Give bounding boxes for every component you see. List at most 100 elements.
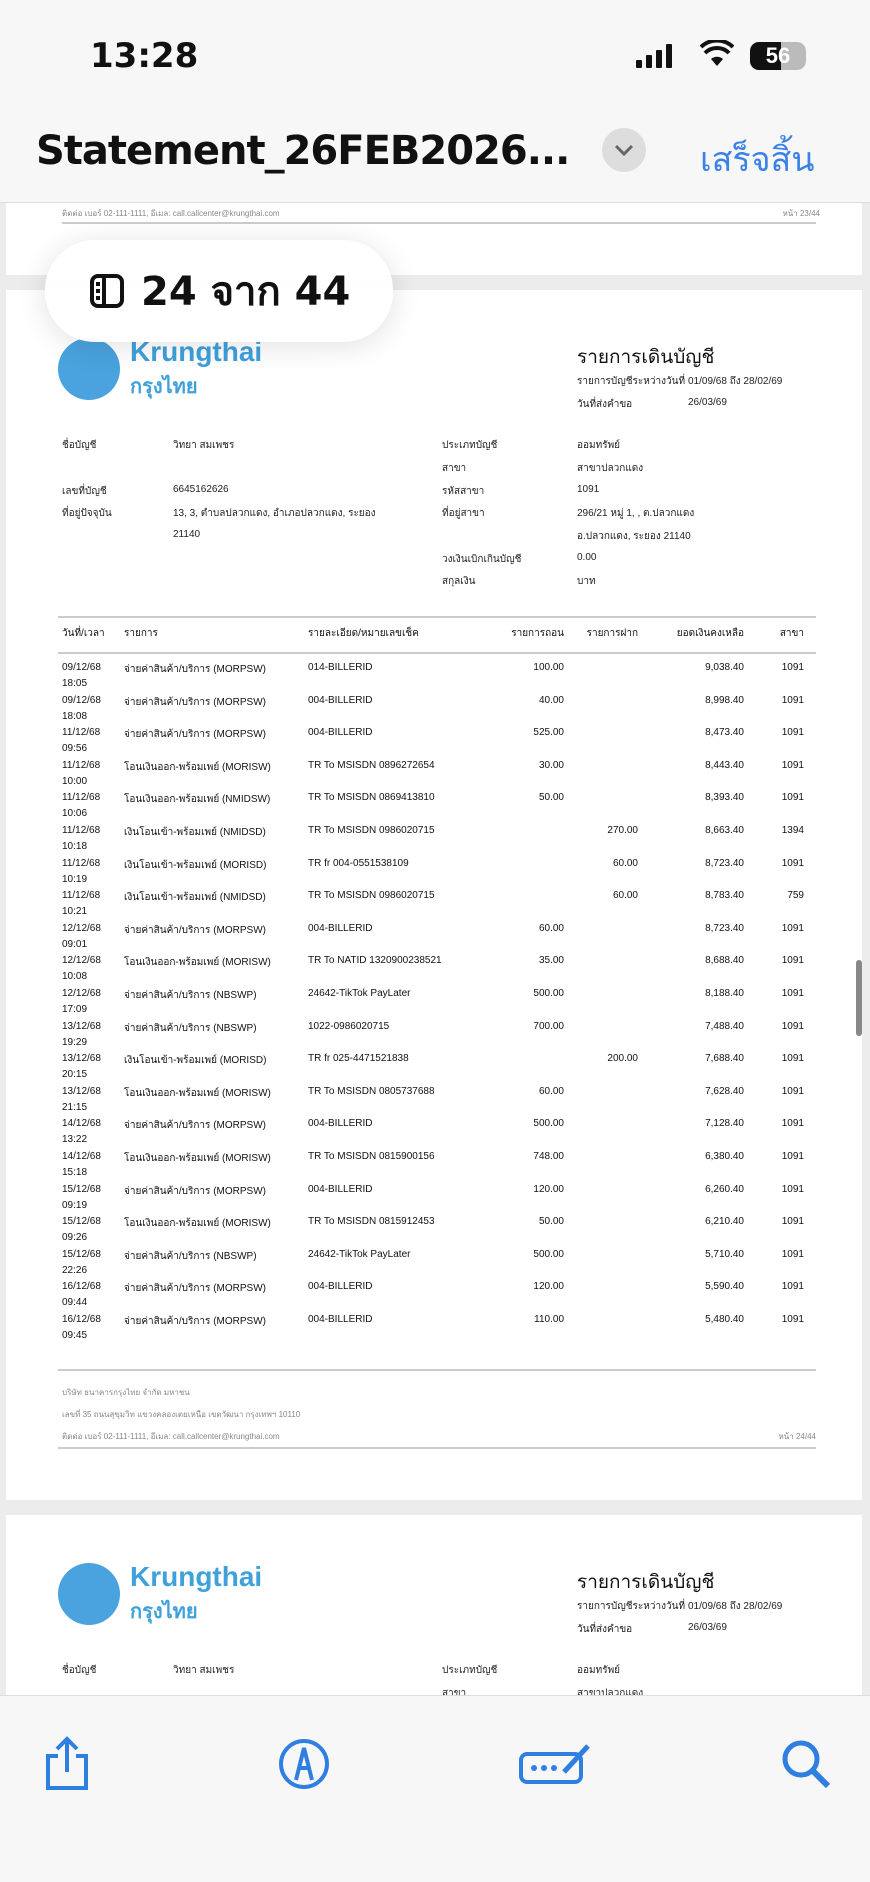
footer-contact: ติดต่อ เบอร์ 02-111-1111, อีเมล: call.ca… — [62, 209, 280, 218]
branch-label: สาขา — [442, 463, 467, 474]
cell-branch: 1091 — [781, 922, 804, 934]
cell-description: เงินโอนเข้า-พร้อมเพย์ (NMIDSD) — [124, 827, 266, 838]
table-row: 12/12/68 17:09 จ่ายค่าสินค้า/บริการ (NBSWP… — [6, 988, 862, 1020]
account-type-label: ประเภทบัญชี — [442, 440, 498, 451]
cell-branch: 1091 — [781, 662, 804, 673]
autofill-icon[interactable] — [518, 1740, 594, 1786]
statement-title: รายการเดินบัญชี — [577, 347, 715, 368]
currency: บาท — [577, 576, 596, 587]
overdraft: 0.00 — [577, 552, 597, 563]
cell-branch: 1091 — [781, 792, 804, 804]
page-indicator[interactable]: 24 จาก 44 — [45, 240, 393, 342]
document-title[interactable]: Statement_26FEB2026... — [36, 128, 570, 174]
page-number: หน้า 24/44 — [778, 1432, 816, 1441]
bank-name-th: กรุงไทย — [130, 1601, 198, 1623]
cell-description: จ่ายค่าสินค้า/บริการ (MORPSW) — [124, 729, 266, 741]
cell-balance: 7,128.40 — [705, 1118, 744, 1130]
cell-withdrawal: 40.00 — [538, 694, 564, 706]
cell-detail: 24642-TikTok PayLater — [308, 988, 411, 999]
cell-detail: TR To MSISDN 0986020715 — [308, 890, 435, 902]
request-date: 26/03/69 — [688, 397, 727, 408]
address-label: ที่อยู่ปัจจุบัน — [62, 508, 112, 519]
cell-description: จ่ายค่าสินค้า/บริการ (MORPSW) — [124, 1120, 266, 1132]
col-description: รายการ — [124, 628, 158, 639]
cell-time: 21:15 — [62, 1101, 88, 1113]
pdf-page-24: Krungthai กรุงไทย รายการเดินบัญชี รายการ… — [6, 290, 862, 1500]
table-row: 09/12/68 18:08 จ่ายค่าสินค้า/บริการ (MORPS… — [6, 695, 862, 727]
table-row: 14/12/68 13:22 จ่ายค่าสินค้า/บริการ (MORPS… — [6, 1118, 862, 1150]
table-row: 12/12/68 10:08 โอนเงินออก-พร้อมเพย์ (MORIS… — [6, 955, 862, 987]
bank-name-th: กรุงไทย — [130, 376, 198, 398]
account-type: ออมทรัพย์ — [577, 1665, 621, 1676]
cell-date: 11/12/68 — [62, 890, 101, 902]
cell-detail: 24642-TikTok PayLater — [308, 1248, 411, 1260]
overdraft-label: วงเงินเบิกเกินบัญชี — [442, 554, 522, 565]
request-date: 26/03/69 — [688, 1622, 727, 1633]
account-name-label: ชื่อบัญชี — [62, 1665, 97, 1676]
markup-icon[interactable] — [278, 1738, 330, 1790]
cell-detail: TR To MSISDN 0815900156 — [308, 1151, 435, 1162]
cell-detail: TR To NATID 1320900238521 — [308, 955, 442, 967]
cell-time: 13:22 — [62, 1134, 88, 1146]
cell-time: 09:01 — [62, 938, 88, 950]
chevron-down-icon[interactable] — [602, 128, 646, 172]
cell-description: โอนเงินออก-พร้อมเพย์ (MORISW) — [124, 761, 271, 773]
cell-date: 12/12/68 — [62, 922, 101, 934]
search-icon[interactable] — [780, 1738, 832, 1790]
table-row: 14/12/68 15:18 โอนเงินออก-พร้อมเพย์ (MORIS… — [6, 1151, 862, 1183]
cell-description: โอนเงินออก-พร้อมเพย์ (MORISW) — [124, 1218, 271, 1230]
branch-address: 296/21 หมู่ 1, , ต.ปลวกแดง — [577, 508, 695, 519]
battery-level: 56 — [765, 43, 791, 68]
cell-description: จ่ายค่าสินค้า/บริการ (MORPSW) — [124, 1185, 266, 1197]
cell-detail: 004-BILLERID — [308, 1118, 373, 1130]
cell-branch: 1091 — [781, 955, 804, 967]
cell-branch: 1394 — [781, 825, 804, 836]
cell-balance: 9,038.40 — [705, 662, 744, 673]
cell-balance: 8,688.40 — [705, 955, 744, 967]
cell-time: 18:08 — [62, 710, 88, 722]
col-balance: ยอดเงินคงเหลือ — [676, 628, 744, 639]
table-row: 15/12/68 09:26 โอนเงินออก-พร้อมเพย์ (MORIS… — [6, 1216, 862, 1248]
cell-date: 14/12/68 — [62, 1151, 101, 1162]
scrollbar[interactable] — [856, 960, 862, 1036]
cell-withdrawal: 120.00 — [533, 1183, 564, 1195]
cell-withdrawal: 60.00 — [538, 1085, 564, 1097]
footer-company: บริษัท ธนาคารกรุงไทย จำกัด มหาชน — [62, 1388, 190, 1397]
cell-branch: 759 — [787, 890, 804, 902]
share-icon[interactable] — [40, 1736, 94, 1792]
account-type: ออมทรัพย์ — [577, 440, 621, 451]
cell-detail: 004-BILLERID — [308, 1281, 373, 1293]
cell-date: 11/12/68 — [62, 792, 101, 804]
cell-branch: 1091 — [781, 1183, 804, 1195]
footer-address: เลขที่ 35 ถนนสุขุมวิท แขวงคลองเตยเหนือ เ… — [62, 1410, 301, 1419]
cell-branch: 1091 — [781, 1281, 804, 1293]
cell-balance: 6,380.40 — [705, 1151, 744, 1162]
cell-date: 11/12/68 — [62, 759, 101, 771]
account-number-label: เลขที่บัญชี — [62, 486, 107, 497]
cell-description: โอนเงินออก-พร้อมเพย์ (MORISW) — [124, 1087, 271, 1099]
request-label: วันที่ส่งคำขอ — [577, 399, 633, 410]
cell-withdrawal: 50.00 — [538, 792, 564, 804]
cell-deposit: 200.00 — [607, 1053, 638, 1065]
nav-bar: Statement_26FEB2026... เสร็จสิ้น — [0, 100, 870, 203]
table-row: 13/12/68 21:15 โอนเงินออก-พร้อมเพย์ (MORIS… — [6, 1086, 862, 1118]
cell-detail: 1022-0986020715 — [308, 1020, 390, 1032]
sidebar-thumbnails-icon — [90, 274, 124, 308]
page-indicator-text: 24 จาก 44 — [141, 269, 351, 315]
account-name: วิทยา สมเพชร — [173, 1665, 235, 1676]
cell-balance: 8,723.40 — [705, 857, 744, 869]
cell-time: 09:56 — [62, 743, 88, 755]
cell-date: 16/12/68 — [62, 1314, 101, 1325]
cell-time: 09:26 — [62, 1232, 88, 1244]
cell-description: จ่ายค่าสินค้า/บริการ (MORPSW) — [124, 696, 266, 708]
cell-withdrawal: 500.00 — [533, 1118, 564, 1130]
done-button[interactable]: เสร็จสิ้น — [700, 141, 815, 179]
branch-code: 1091 — [577, 484, 600, 495]
cell-withdrawal: 525.00 — [533, 727, 564, 739]
cell-date: 15/12/68 — [62, 1248, 101, 1260]
cell-description: เงินโอนเข้า-พร้อมเพย์ (MORISD) — [124, 859, 267, 871]
cell-time: 10:08 — [62, 971, 88, 983]
branch-address-line2: อ.ปลวกแดง, ระยอง 21140 — [577, 531, 691, 542]
table-row: 13/12/68 20:15 เงินโอนเข้า-พร้อมเพย์ (MORI… — [6, 1053, 862, 1085]
cell-branch: 1091 — [781, 857, 804, 869]
